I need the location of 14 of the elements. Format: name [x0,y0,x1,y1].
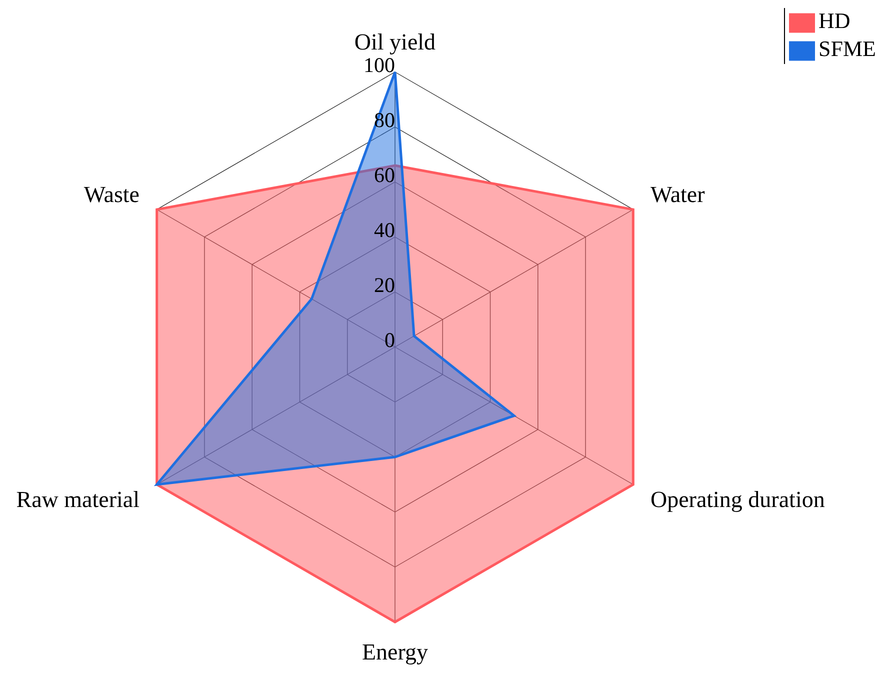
y-tick-label: 80 [374,108,395,132]
spoke-label: Raw material [16,487,140,512]
spoke-label: Oil yield [354,30,436,54]
y-tick-label: 0 [384,328,395,352]
y-tick-label: 60 [374,163,395,187]
spoke-label: Waste [84,182,140,207]
legend-label: SFME [818,36,876,61]
spoke-label: Water [650,182,706,207]
y-tick-label: 40 [374,218,395,242]
spoke-label: Operating duration [650,487,826,512]
y-tick-label: 100 [364,53,395,77]
y-tick-label: 20 [374,273,395,297]
legend-label: HD [818,8,850,33]
spoke-label: Energy [362,640,428,664]
